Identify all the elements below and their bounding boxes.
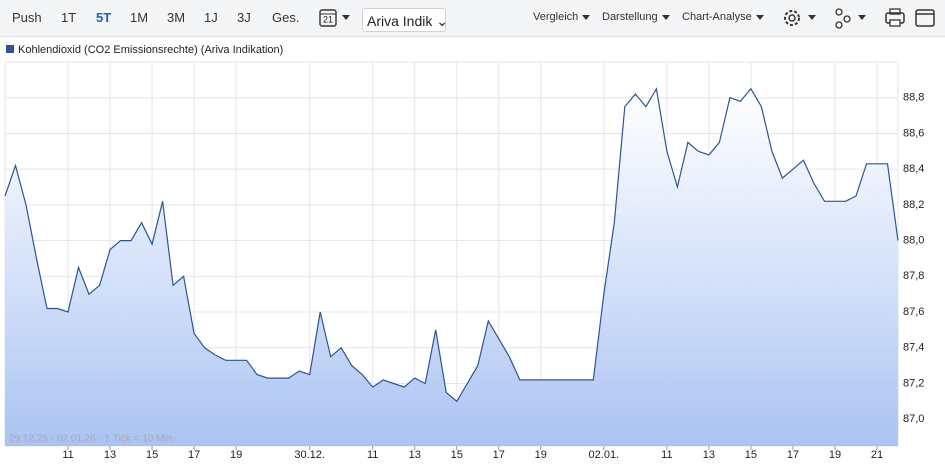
x-tick-label: 11 xyxy=(367,449,378,461)
x-tick-label: 17 xyxy=(787,449,799,461)
x-tick-label: 13 xyxy=(409,449,421,461)
y-tick-label: 88,8 xyxy=(903,92,924,104)
legend: Kohlendioxid (CO2 Emissionsrechte) (Ariv… xyxy=(6,44,283,56)
menu-darstellung[interactable]: Darstellung xyxy=(602,11,670,23)
y-tick-label: 88,4 xyxy=(903,163,924,175)
y-tick-label: 87,6 xyxy=(903,306,924,318)
y-tick-label: 88,2 xyxy=(903,199,924,211)
x-tick-label: 11 xyxy=(661,449,672,461)
y-tick-label: 87,4 xyxy=(903,342,924,354)
print-button[interactable] xyxy=(885,8,905,27)
line xyxy=(4,87,899,403)
x-tick-label: 15 xyxy=(745,449,757,461)
share-button[interactable] xyxy=(835,8,866,29)
legend-swatch xyxy=(6,45,14,53)
fullscreen-button[interactable] xyxy=(915,9,935,27)
source-select-text: Ariva Indik xyxy=(367,13,433,29)
period-button[interactable]: 1T xyxy=(61,10,77,25)
area xyxy=(5,88,898,447)
period-button[interactable]: 3M xyxy=(167,10,186,25)
x-tick-label: 02.01. xyxy=(589,449,620,461)
x-tick-label: 13 xyxy=(104,449,116,461)
period-button[interactable]: Push xyxy=(12,10,42,25)
x-tick-label: 19 xyxy=(829,449,841,461)
x-tick-label: 17 xyxy=(493,449,505,461)
period-button[interactable]: 3J xyxy=(237,10,251,25)
x-tick-label: 15 xyxy=(451,449,463,461)
x-tick-label: 11 xyxy=(62,449,73,461)
y-tick-label: 87,0 xyxy=(903,413,924,425)
x-tick-label: 19 xyxy=(230,449,242,461)
legend-label: Kohlendioxid (CO2 Emissionsrechte) (Ariv… xyxy=(18,44,284,56)
y-tick-label: 88,6 xyxy=(903,127,924,139)
period-button[interactable]: 5T xyxy=(96,10,112,25)
x-tick-label: 13 xyxy=(703,449,715,461)
x-tick-label: 30.12. xyxy=(294,449,325,461)
calendar-button[interactable]: 21 xyxy=(319,9,350,27)
y-tick-label: 87,2 xyxy=(903,377,924,389)
y-tick-label: 88,0 xyxy=(903,235,924,247)
menu-vergleich[interactable]: Vergleich xyxy=(533,11,590,23)
period-button[interactable]: 1J xyxy=(204,10,218,25)
source-select[interactable]: Ariva Indik ⌄ xyxy=(362,8,446,32)
x-tick-label: 17 xyxy=(188,449,200,461)
menu-chart-analyse[interactable]: Chart-Analyse xyxy=(682,11,764,23)
toolbar-icons: 21 xyxy=(319,8,935,29)
x-tick-label: 19 xyxy=(535,449,547,461)
range-note: 29.12.25 - 02.01.26 · 1 Tick = 10 Min. xyxy=(9,434,175,445)
calendar-day: 21 xyxy=(323,14,333,24)
period-button[interactable]: Ges. xyxy=(272,10,300,25)
period-button[interactable]: 1M xyxy=(130,10,149,25)
settings-button[interactable] xyxy=(784,10,816,26)
toolbar: Push 1T 5T 1M 3M 1J 3J Ges. Ariva Indik … xyxy=(0,0,945,37)
x-tick-label: 15 xyxy=(146,449,158,461)
y-tick-label: 87,8 xyxy=(903,270,924,282)
x-tick-label: 21 xyxy=(871,449,883,461)
